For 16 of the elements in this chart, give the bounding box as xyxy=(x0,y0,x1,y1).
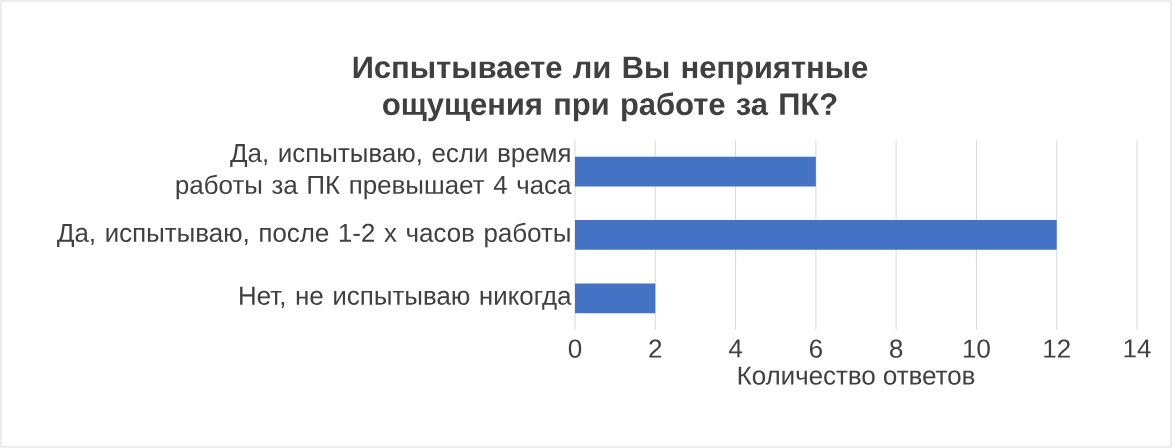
bar xyxy=(575,283,656,314)
chart-title: Испытываете ли Вы неприятные ощущения при работе за ПК? xyxy=(353,56,868,122)
x-tick-label: 10 xyxy=(963,339,990,358)
y-tick-label: Да, испытываю, если время работы за ПК превышает 4 часа xyxy=(176,144,572,200)
x-tick-label: 6 xyxy=(809,339,822,358)
x-tick-label: 8 xyxy=(890,339,903,358)
bar xyxy=(575,156,816,187)
x-tick-label: 2 xyxy=(649,339,662,358)
x-tick-label: 0 xyxy=(568,339,582,358)
y-tick-label: Нет, не испытываю никогда xyxy=(240,286,572,310)
x-tick-label: 12 xyxy=(1044,339,1070,358)
x-tick-label: 4 xyxy=(728,339,743,358)
x-tick-label: 14 xyxy=(1124,339,1151,358)
y-tick-label: Да, испытываю, после 1-2 х часов работы xyxy=(57,222,570,248)
x-axis-title: Количество ответов xyxy=(738,366,975,385)
bar xyxy=(575,220,1057,250)
